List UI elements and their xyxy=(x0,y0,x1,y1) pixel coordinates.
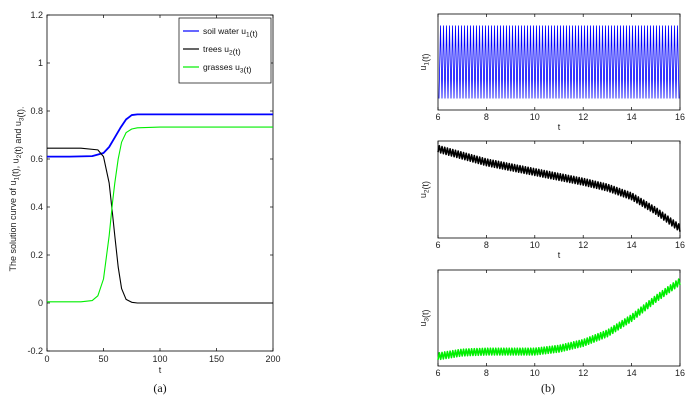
series-line xyxy=(437,144,681,232)
y-axis-label: u2(t) xyxy=(418,181,431,198)
y-tick-label: 1.2 xyxy=(30,10,43,20)
x-tick-label: 14 xyxy=(627,112,637,122)
x-tick-label: 10 xyxy=(530,112,540,122)
y-axis-label: The solution curve of u1(t), u2(t) and u… xyxy=(8,107,26,272)
plot-frame xyxy=(437,140,681,239)
x-tick-label: 8 xyxy=(484,240,489,250)
x-tick-label: 8 xyxy=(484,112,489,122)
x-tick-label: 0 xyxy=(44,354,49,364)
x-tick-label: 200 xyxy=(265,354,280,364)
y-tick-label: 0.4 xyxy=(30,202,43,212)
x-axis-label: t xyxy=(159,365,162,375)
x-tick-label: 10 xyxy=(530,240,540,250)
y-tick-label: 1 xyxy=(38,58,43,68)
x-tick-label: 6 xyxy=(435,368,440,378)
x-axis-label: t xyxy=(558,122,561,132)
y-axis-label: u3(t) xyxy=(418,309,431,326)
x-tick-label: 16 xyxy=(675,240,685,250)
caption-b: (b) xyxy=(541,381,555,395)
y-axis-label: u1(t) xyxy=(418,53,431,70)
x-tick-label: 14 xyxy=(627,368,637,378)
y-tick-label: 0.2 xyxy=(30,250,43,260)
legend-box xyxy=(178,17,272,84)
legend: soil water u1(t) trees u2(t) grasses u3(t) xyxy=(178,17,272,84)
y-tick-label: 0.8 xyxy=(30,106,43,116)
y-tick-label: -0.2 xyxy=(27,346,43,356)
series-line xyxy=(437,278,681,361)
x-tick-label: 6 xyxy=(435,240,440,250)
plot-frame xyxy=(437,13,681,111)
x-tick-label: 12 xyxy=(578,368,588,378)
series-line xyxy=(47,147,273,304)
x-tick-label: 16 xyxy=(675,368,685,378)
series-line xyxy=(47,113,273,158)
legend-entry: soil water u1(t) xyxy=(203,26,258,39)
panel-b-middle: 6 8 10 12 14 16 t u2(t) xyxy=(418,140,685,260)
legend-entry: trees u2(t) xyxy=(203,44,241,57)
x-tick-label: 16 xyxy=(675,112,685,122)
x-tick-label: 6 xyxy=(435,112,440,122)
x-tick-label: 10 xyxy=(530,368,540,378)
x-tick-label: 12 xyxy=(578,112,588,122)
x-tick-label: 8 xyxy=(484,368,489,378)
caption-a: (a) xyxy=(153,381,166,395)
x-tick-label: 14 xyxy=(627,240,637,250)
x-axis-label: t xyxy=(558,250,561,260)
panel-b-top: 6 8 10 12 14 16 t u1(t) xyxy=(418,13,685,132)
y-tick-label: 0.6 xyxy=(30,154,43,164)
legend-entry: grasses u3(t) xyxy=(203,62,252,75)
x-tick-label: 150 xyxy=(209,354,224,364)
y-tick-label: 0 xyxy=(38,298,43,308)
series-line xyxy=(47,126,273,303)
x-tick-label: 100 xyxy=(152,354,167,364)
plot-frame xyxy=(437,269,681,367)
series-line xyxy=(438,25,680,99)
x-tick-label: 50 xyxy=(98,354,108,364)
x-tick-label: 12 xyxy=(578,240,588,250)
panel-b-bottom: 6 8 10 12 14 16 u3(t) xyxy=(418,269,685,378)
